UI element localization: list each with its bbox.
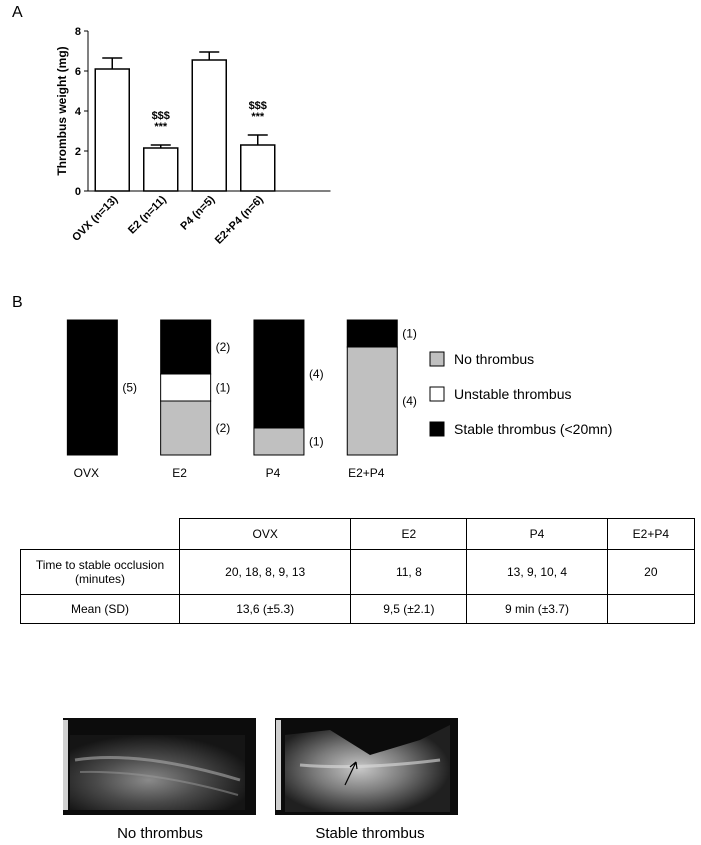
column-header: E2 [350, 518, 468, 550]
table-cell: 13,6 (±5.3) [178, 594, 352, 624]
value-label: (1) [216, 381, 231, 395]
legend-swatch [429, 386, 445, 402]
bar-segment [160, 373, 212, 402]
table-corner [20, 518, 180, 550]
bar-segment [66, 319, 118, 456]
y-tick-label: 0 [75, 186, 81, 198]
bar-segment [253, 319, 305, 429]
bar [191, 59, 227, 192]
value-label: (1) [402, 327, 417, 341]
x-tick-label: P4 [266, 466, 281, 480]
y-tick-label: 6 [75, 66, 81, 78]
image-caption: Stable thrombus [315, 825, 424, 842]
data-table: OVX E2 P4 E2+P4 Time to stable occlusion… [20, 518, 696, 624]
x-tick-label: E2 (n=11) [126, 193, 169, 236]
x-tick-label: E2 [172, 466, 187, 480]
x-tick-label: OVX [74, 466, 99, 480]
bar-segment [160, 319, 212, 375]
table-cell: 20, 18, 8, 9, 13 [178, 549, 352, 595]
legend-label: No thrombus [454, 351, 534, 367]
legend-swatch [429, 351, 445, 367]
ultrasound-image [63, 718, 256, 815]
table-cell: 20 [606, 549, 696, 595]
x-tick-label: OVX (n=13) [70, 193, 120, 243]
bar [143, 147, 179, 192]
legend-swatch [429, 421, 445, 437]
table-cell: 11, 8 [350, 549, 468, 595]
bar-segment [253, 427, 305, 456]
row-header: Time to stable occlusion (minutes) [20, 549, 180, 595]
ultrasound-image [275, 718, 458, 815]
bar [94, 68, 130, 192]
bar [240, 144, 276, 192]
y-tick-label: 2 [75, 146, 81, 158]
table-cell [606, 594, 696, 624]
column-header: OVX [178, 518, 352, 550]
table-cell: 9,5 (±2.1) [350, 594, 468, 624]
panel-label: A [12, 4, 23, 21]
table-cell: 13, 9, 10, 4 [466, 549, 608, 595]
column-header: P4 [466, 518, 608, 550]
bar-segment [160, 400, 212, 456]
image-caption: No thrombus [117, 825, 203, 842]
x-tick-label: E2+P4 (n=6) [213, 193, 266, 246]
legend-label: Stable thrombus (<20mn) [454, 421, 612, 437]
value-label: (1) [309, 435, 324, 449]
bar-segment [346, 319, 398, 348]
value-label: (2) [216, 421, 231, 435]
row-header: Mean (SD) [20, 594, 180, 624]
value-label: (4) [402, 394, 417, 408]
y-axis-label: Thrombus weight (mg) [55, 46, 69, 175]
value-label: (2) [216, 340, 231, 354]
significance-annotation: *** [251, 111, 265, 123]
y-tick-label: 8 [75, 26, 81, 38]
value-label: (4) [309, 367, 324, 381]
x-tick-label: E2+P4 [348, 466, 385, 480]
significance-annotation: *** [154, 121, 168, 133]
value-label: (5) [122, 381, 137, 395]
table-cell: 9 min (±3.7) [466, 594, 608, 624]
legend-label: Unstable thrombus [454, 386, 572, 402]
x-tick-label: P4 (n=5) [178, 193, 217, 232]
panel-label: B [12, 294, 23, 311]
significance-annotation: $$$ [249, 100, 267, 112]
bar-segment [346, 346, 398, 456]
significance-annotation: $$$ [152, 110, 170, 122]
column-header: E2+P4 [606, 518, 696, 550]
y-tick-label: 4 [75, 106, 82, 118]
